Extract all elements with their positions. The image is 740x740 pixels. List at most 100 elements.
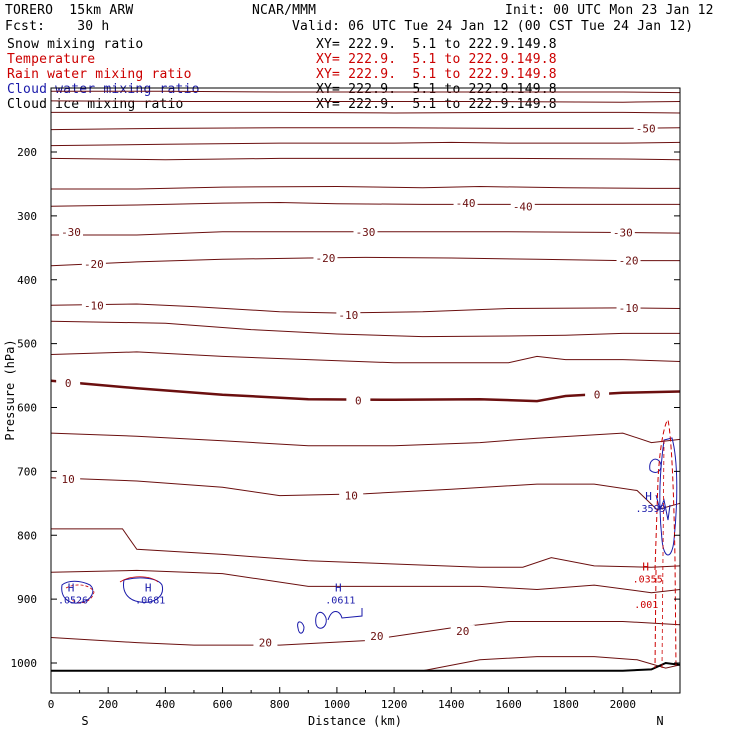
header-init: Init: 00 UTC Mon 23 Jan 12 (505, 3, 714, 18)
contour-label-bg (616, 301, 641, 314)
x-tick-label: 1800 (552, 698, 579, 711)
maximum-marker: H (145, 581, 152, 594)
contour-label: -30 (61, 226, 81, 239)
contour-label: 0 (594, 389, 601, 402)
terrain-line (51, 661, 681, 672)
contour-label-bg (253, 636, 278, 649)
x-tick-label: 600 (213, 698, 233, 711)
y-tick-label: 400 (17, 274, 37, 287)
maximum-marker: H (68, 581, 75, 594)
contour-label: -50 (636, 122, 656, 135)
y-tick-label: 200 (17, 146, 37, 159)
contour-label: -20 (316, 252, 336, 265)
field-label-temperature: Temperature (7, 52, 96, 67)
temperature-contour (50, 127, 681, 131)
contour-label-bg (59, 225, 84, 238)
x-tick-label: 200 (98, 698, 118, 711)
contour-label-bg (336, 308, 361, 321)
temperature-contour (50, 351, 681, 364)
field-label-cloud-water: Cloud water mixing ratio (7, 82, 200, 97)
maximum-value: .0526 (58, 595, 88, 606)
maximum-marker: H (335, 581, 342, 594)
contour-label-bg (364, 630, 389, 643)
x-tick-label: 1000 (324, 698, 351, 711)
y-axis-label: Pressure (hPa) (3, 339, 17, 440)
contour-label: 10 (345, 490, 358, 503)
cloud-water-contour (61, 580, 94, 604)
axes: 0 200 400 600 800 1000 1200 1400 1600 1800 2000200… (11, 87, 681, 711)
contour-label-bg (510, 200, 535, 213)
maximum-value: .001 (634, 600, 658, 611)
field-xy-snow: XY= 222.9. 5.1 to 222.9.149.8 (316, 37, 557, 52)
temperature-contour (51, 185, 680, 190)
snow-contour (119, 576, 159, 583)
maximum-marker: H (642, 560, 649, 573)
x-end-label-right: N (656, 714, 663, 728)
contour-label: 20 (456, 625, 469, 638)
field-xy-cloud-water: XY= 222.9. 5.1 to 222.9.149.8 (316, 82, 557, 97)
field-label-rain: Rain water mixing ratio (7, 67, 192, 82)
contour-label: -40 (513, 200, 533, 213)
temperature-contour (50, 201, 680, 207)
temperature-contour (50, 320, 680, 338)
field-xy-cloud-ice: XY= 222.9. 5.1 to 222.9.149.8 (316, 97, 557, 112)
temperature-contour (50, 621, 681, 646)
x-tick-label: 1400 (438, 698, 465, 711)
field-xy-rain: XY= 222.9. 5.1 to 222.9.149.8 (316, 67, 557, 82)
temperature-contour (50, 303, 681, 314)
temperature-contour (50, 432, 681, 447)
contour-label-bg (56, 473, 81, 486)
field-xy-temperature: XY= 222.9. 5.1 to 222.9.149.8 (316, 52, 557, 67)
contour-label-bg (346, 394, 371, 407)
contour-label-bg (56, 377, 81, 390)
cloud-water-contour (297, 621, 305, 634)
maximum-value: .0681 (135, 595, 165, 606)
temperature-contour (51, 111, 681, 114)
contour-label: -20 (619, 255, 639, 268)
contour-label: -10 (338, 309, 358, 322)
contour-labels: -50 -40 -30 -20 -10 0 10 20 -30 -20 -10 0 10 20 -40 -30… (56, 122, 658, 650)
maximum-value: .0355 (633, 574, 663, 585)
cloud-water-contour (315, 611, 327, 629)
contour-label-bg (353, 225, 378, 238)
contour-label: 10 (62, 473, 75, 486)
maximum-value: .3599 (635, 504, 665, 515)
y-tick-label: 1000 (11, 657, 38, 670)
contour-label-bg (339, 489, 364, 502)
cloud-water-contour (655, 494, 671, 521)
terrain-line (51, 661, 681, 672)
header-fcst: Fcst: 30 h (5, 19, 110, 34)
contour-label-bg (585, 388, 610, 401)
temperature-contour (50, 157, 681, 161)
header-valid: Valid: 06 UTC Tue 24 Jan 12 (00 CST Tue … (292, 19, 694, 34)
header-model: TORERO 15km ARW (5, 3, 134, 18)
x-tick-label: 800 (270, 698, 290, 711)
cloud-water-contour (649, 458, 662, 473)
temperature-contour (50, 141, 681, 147)
contour-label-bg (81, 257, 106, 270)
temperature-contour (50, 256, 680, 267)
y-tick-label: 900 (17, 593, 37, 606)
contour-label: -10 (84, 299, 104, 312)
contour-label: -20 (84, 258, 104, 271)
contour-label: 0 (355, 394, 362, 407)
cloud-water-contour (327, 608, 363, 621)
x-tick-label: 0 (48, 698, 55, 711)
x-tick-label: 1200 (381, 698, 408, 711)
x-tick-label: 1600 (495, 698, 522, 711)
contour-label-bg (633, 122, 658, 135)
cloud-water-contour (659, 437, 678, 556)
rain-water-contour (661, 439, 665, 669)
y-tick-label: 500 (17, 338, 37, 351)
contour-label-bg (610, 226, 635, 239)
rain-water-contour (654, 419, 677, 669)
contour-label: -10 (619, 302, 639, 315)
header-org: NCAR/MMM (252, 3, 317, 18)
x-axis-label: Distance (km) (308, 714, 402, 728)
y-tick-label: 600 (17, 402, 37, 415)
contour-label: 20 (259, 637, 272, 650)
temperature-contour (50, 569, 681, 594)
y-tick-label: 800 (17, 529, 37, 542)
